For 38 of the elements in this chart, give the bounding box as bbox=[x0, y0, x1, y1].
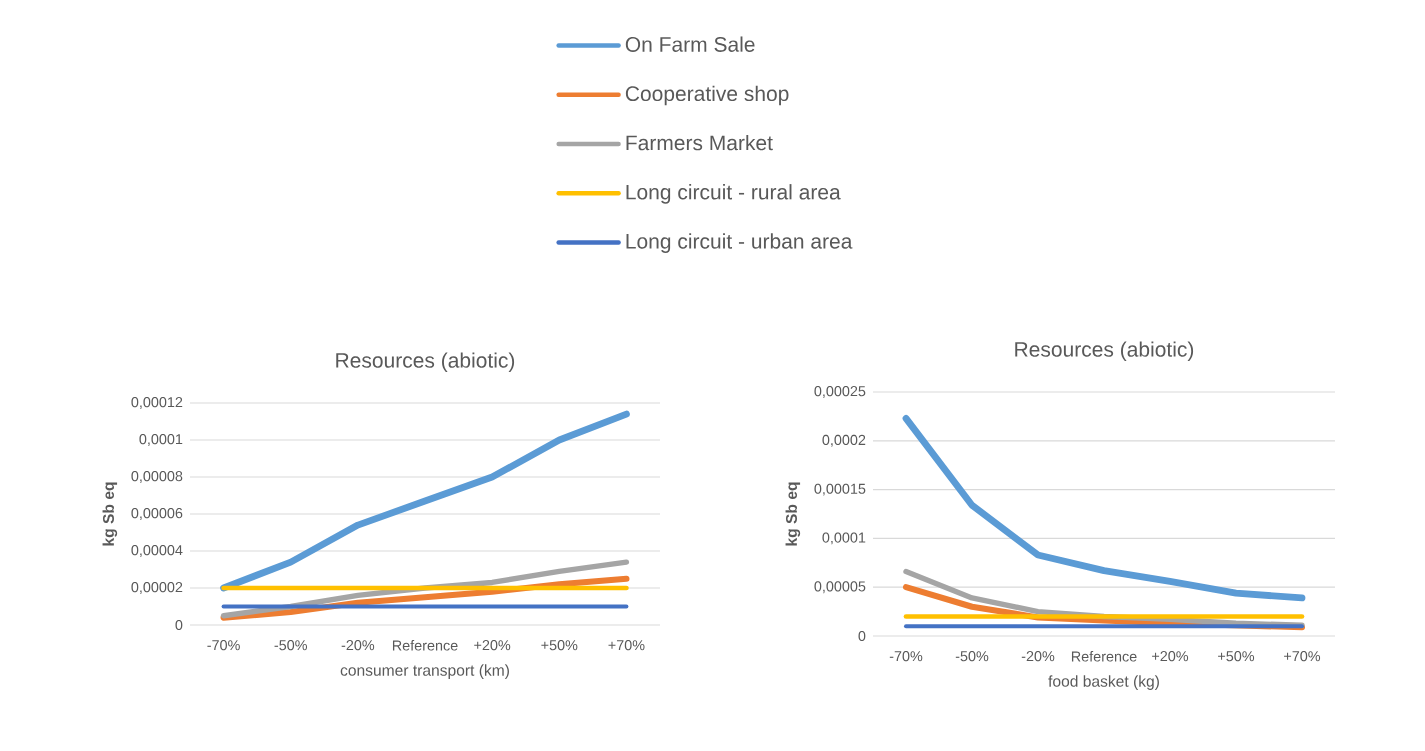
x-axis-title: food basket (kg) bbox=[1048, 675, 1159, 690]
x-tick-label: +20% bbox=[474, 640, 511, 651]
x-tick-label: -50% bbox=[955, 651, 989, 662]
x-tick-label: -70% bbox=[889, 651, 923, 662]
y-tick-label: 0,00004 bbox=[131, 545, 183, 557]
y-tick-label: 0,0001 bbox=[822, 532, 866, 545]
legend-label: Long circuit - urban area bbox=[626, 233, 853, 253]
y-tick-label: 0,0001 bbox=[139, 434, 183, 446]
x-tick-label: -70% bbox=[207, 640, 240, 651]
y-tick-label: 0,00005 bbox=[814, 581, 866, 594]
x-tick-label: -20% bbox=[341, 640, 375, 651]
legend-label: On Farm Sale bbox=[625, 36, 755, 52]
legend-label: Cooperative shop bbox=[625, 85, 789, 106]
x-tick-label: Reference bbox=[1071, 651, 1137, 662]
y-tick-label: 0,00006 bbox=[131, 508, 183, 520]
x-tick-label: +20% bbox=[1152, 651, 1189, 662]
x-tick-label: Reference bbox=[392, 640, 458, 651]
x-axis-title: consumer transport (km) bbox=[340, 664, 509, 679]
y-axis-title: kg Sb eq bbox=[785, 482, 801, 546]
y-tick-label: 0 bbox=[858, 630, 866, 642]
y-tick-label: 0,00015 bbox=[814, 483, 866, 496]
legend-label: Farmers Market bbox=[626, 134, 773, 151]
chart-title: Resources (abiotic) bbox=[336, 352, 515, 372]
y-tick-label: 0,00012 bbox=[131, 397, 183, 409]
x-tick-label: +70% bbox=[608, 640, 645, 651]
x-tick-label: +50% bbox=[541, 640, 578, 651]
y-tick-label: 0,0002 bbox=[822, 434, 866, 447]
x-tick-label: -50% bbox=[274, 640, 308, 651]
y-tick-label: 0,00002 bbox=[131, 582, 183, 594]
y-axis-title: kg Sb eq bbox=[102, 482, 118, 546]
legend-label: Long circuit - rural area bbox=[626, 184, 841, 204]
y-tick-label: 0 bbox=[175, 619, 183, 631]
x-tick-label: +70% bbox=[1284, 651, 1321, 662]
x-tick-label: -20% bbox=[1021, 651, 1055, 662]
y-tick-label: 0,00025 bbox=[814, 386, 866, 398]
x-tick-label: +50% bbox=[1218, 651, 1255, 662]
chart-title: Resources (abiotic) bbox=[1015, 341, 1194, 361]
y-tick-label: 0,00008 bbox=[131, 471, 183, 483]
